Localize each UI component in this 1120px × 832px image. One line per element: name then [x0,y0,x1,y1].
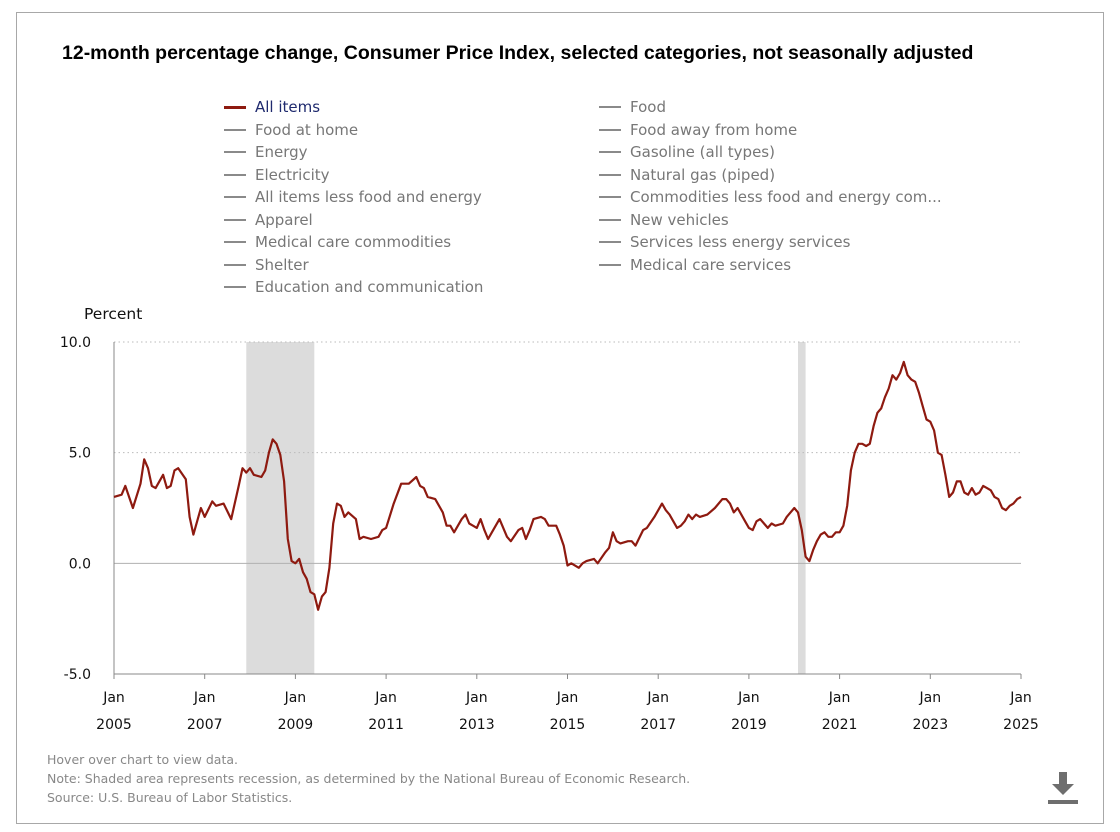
series-lines[interactable] [113,360,1022,611]
legend-swatch [224,128,246,131]
x-tick-month: Jan [284,690,307,706]
x-tick-month: Jan [465,690,488,706]
legend-swatch [224,196,246,199]
hover-hint: Hover over chart to view data. [47,752,238,767]
recession-shading [246,342,806,674]
y-tick-labels: 10.0 5.0 0.0 -5.0 [60,335,91,683]
legend-label: Electricity [255,165,330,184]
legend-swatch [224,241,246,244]
chart-footer: Hover over chart to view data. Note: Sha… [47,750,690,807]
legend-swatch [224,151,246,154]
legend-item[interactable]: Natural gas (piped) [599,164,942,187]
legend-item[interactable]: Medical care services [599,254,942,277]
x-tick-month: Jan [193,690,216,706]
recession-note: Note: Shaded area represents recession, … [47,771,691,786]
chart-plot[interactable]: Percent 10.05.00.0-5.0 Jan2005Jan2007Jan… [0,0,1120,745]
legend-label: Commodities less food and energy com... [630,188,942,207]
legend-label: Services less energy services [630,233,851,252]
legend-item[interactable]: Food [599,96,942,119]
legend-item[interactable]: All items less food and energy [224,186,483,209]
legend-label: Medical care commodities [255,233,452,252]
legend-swatch [599,241,621,244]
legend-label: Medical care services [630,255,792,274]
legend-item[interactable]: Medical care commodities [224,231,483,254]
legend-swatch [599,196,621,199]
legend-swatch [599,173,621,176]
x-tick-year: 2025 [1003,717,1039,733]
legend-item[interactable]: Shelter [224,254,483,277]
legend-label: All items less food and energy [255,188,482,207]
legend-label: Apparel [255,210,313,229]
legend-swatch [599,128,621,131]
y-tick-label: 5.0 [69,446,91,462]
legend-swatch [599,218,621,221]
x-tick-year: 2021 [822,717,858,733]
legend-item[interactable]: Gasoline (all types) [599,141,942,164]
y-axis-title: Percent [84,305,142,323]
x-tick-month: Jan [828,690,851,706]
legend-swatch [224,105,246,109]
legend-item[interactable]: Apparel [224,209,483,232]
recession-band [798,342,806,674]
legend-label: Food [630,98,666,117]
legend-item[interactable]: Electricity [224,164,483,187]
legend-swatch [224,173,246,176]
x-tick-month: Jan [646,690,669,706]
legend-item[interactable]: New vehicles [599,209,942,232]
chart-panel [16,12,1104,824]
legend-item[interactable]: Education and communication [224,276,483,299]
legend-swatch [224,286,246,289]
source-note: Source: U.S. Bureau of Labor Statistics. [47,790,293,805]
x-tick-month: Jan [737,690,760,706]
legend-swatch [599,263,621,266]
recession-band [246,342,315,674]
x-tick-year: 2015 [550,717,586,733]
legend-item[interactable]: Services less energy services [599,231,942,254]
axes [113,342,1022,679]
x-tick-month: Jan [102,690,125,706]
legend-swatch [224,218,246,221]
x-tick-month: Jan [1009,690,1032,706]
y-tick-label: 10.0 [60,335,91,351]
legend-label: Food at home [255,120,359,139]
legend-item[interactable]: Food away from home [599,119,942,142]
legend-label: Gasoline (all types) [630,143,775,162]
x-tick-year: 2009 [278,717,314,733]
download-icon [1048,772,1078,804]
x-tick-labels: Jan 2005 Jan 2007 Jan 2009 Jan 2011 Jan 2013 Jan 20… [96,690,1039,733]
legend-label: Natural gas (piped) [630,165,776,184]
y-tick-label: -5.0 [64,667,91,683]
legend-label: Food away from home [630,120,798,139]
x-tick-year: 2007 [187,717,223,733]
legend-column-2: Food Food away from home Gasoline (all typ… [599,96,942,276]
x-tick-year: 2013 [459,717,495,733]
legend-item[interactable]: Commodities less food and energy com... [599,186,942,209]
legend-label: New vehicles [630,210,729,229]
x-tick-month: Jan [374,690,397,706]
legend-swatch [224,263,246,266]
x-tick-year: 2011 [368,717,404,733]
series-line-all-items[interactable] [113,360,1022,611]
legend-label: All items [255,98,321,117]
legend-item[interactable]: Energy [224,141,483,164]
y-tick-label: 0.0 [69,556,91,572]
legend-item[interactable]: All items [224,96,483,119]
x-tick-year: 2023 [912,717,948,733]
legend-label: Education and communication [255,278,484,297]
x-tick-year: 2019 [731,717,767,733]
legend-swatch [599,151,621,154]
download-button[interactable] [1046,770,1080,806]
legend-column-1: All items Food at home Energy Electricity Al… [224,96,483,299]
x-tick-year: 2005 [96,717,132,733]
x-tick-year: 2017 [640,717,676,733]
legend-label: Shelter [255,255,309,274]
legend-swatch [599,106,621,109]
x-tick-month: Jan [556,690,579,706]
chart-title: 12-month percentage change, Consumer Pri… [62,42,974,64]
legend-label: Energy [255,143,308,162]
legend-item[interactable]: Food at home [224,119,483,142]
x-tick-month: Jan [919,690,942,706]
